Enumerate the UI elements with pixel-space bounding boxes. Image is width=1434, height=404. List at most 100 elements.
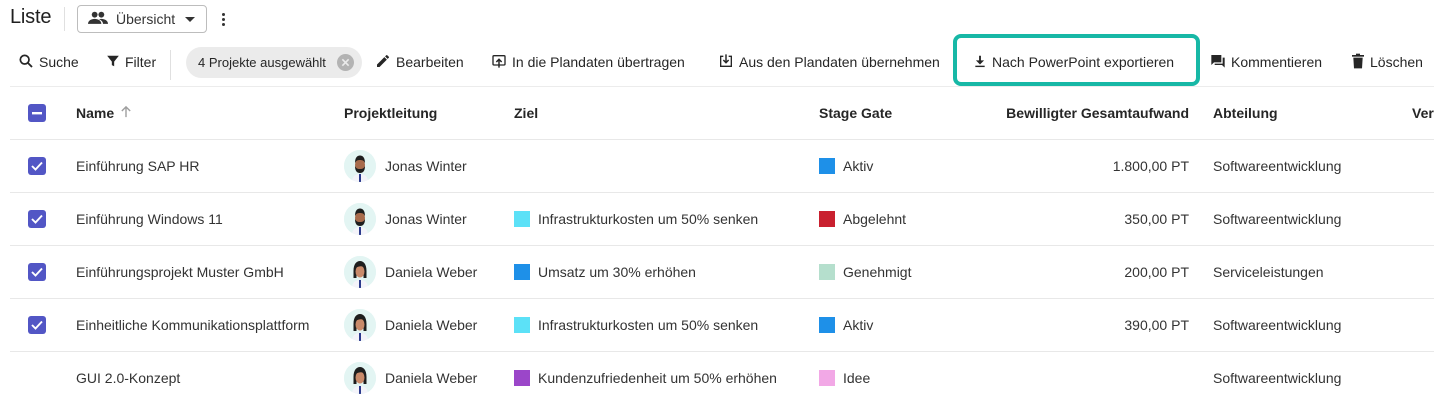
view-selector-label: Übersicht — [116, 11, 176, 27]
avatar — [344, 203, 376, 235]
table-row[interactable]: Einführungsprojekt Muster GmbH Daniela W… — [10, 246, 1434, 299]
avatar — [344, 362, 376, 394]
project-dept: Softwareentwicklung — [1213, 158, 1342, 174]
upload-box-icon — [491, 53, 512, 72]
table-row[interactable]: Einheitliche Kommunikationsplattform Dan… — [10, 299, 1434, 352]
selection-chip: 4 Projekte ausgewählt — [186, 47, 362, 78]
project-lead: Daniela Weber — [344, 246, 477, 298]
table-row[interactable]: Einführung SAP HR Jonas Winter Aktiv 1.8… — [10, 140, 1434, 193]
select-all-checkbox[interactable] — [28, 104, 46, 122]
select-all-checkbox-cell — [28, 87, 48, 139]
project-stage: Genehmigt — [819, 246, 911, 298]
project-dept: Softwareentwicklung — [1213, 211, 1342, 227]
export-powerpoint-button[interactable]: Nach PowerPoint exportieren — [973, 40, 1174, 84]
goal-color-swatch — [514, 370, 530, 386]
stage-color-swatch — [819, 158, 835, 174]
pencil-icon — [375, 53, 396, 72]
project-name[interactable]: Einheitliche Kommunikationsplattform — [76, 317, 310, 333]
clear-selection-icon[interactable] — [337, 54, 354, 71]
project-name[interactable]: Einführung Windows 11 — [76, 211, 223, 227]
project-lead: Daniela Weber — [344, 299, 477, 351]
stage-color-swatch — [819, 370, 835, 386]
projects-table: Name Projektleitung Ziel Stage Gate Bewi… — [0, 87, 1434, 404]
edit-label: Bearbeiten — [396, 54, 464, 70]
project-dept: Serviceleistungen — [1213, 264, 1324, 280]
project-stage-text: Aktiv — [843, 158, 874, 174]
column-header-dept[interactable]: Abteilung — [1213, 105, 1278, 121]
project-lead-name: Jonas Winter — [385, 158, 467, 174]
row-checkbox-cell — [28, 352, 48, 404]
row-checkbox[interactable] — [28, 316, 46, 334]
sort-ascending-icon[interactable] — [120, 105, 132, 121]
row-checkbox-cell — [28, 299, 48, 351]
project-goal-text: Infrastrukturkosten um 50% senken — [538, 211, 759, 227]
project-name[interactable]: Einführungsprojekt Muster GmbH — [76, 264, 284, 280]
stage-color-swatch — [819, 264, 835, 280]
project-stage: Aktiv — [819, 140, 873, 192]
checkmark-icon — [31, 214, 43, 224]
delete-button[interactable]: Löschen — [1351, 40, 1423, 84]
toolbar-divider — [170, 50, 171, 80]
row-checkbox[interactable] — [28, 157, 46, 175]
stage-color-swatch — [819, 211, 835, 227]
people-icon — [88, 11, 108, 28]
take-from-plan-label: Aus den Plandaten übernehmen — [739, 54, 940, 70]
project-effort: 350,00 PT — [1124, 211, 1189, 227]
row-checkbox-cell — [28, 193, 48, 245]
project-stage-text: Genehmigt — [843, 264, 912, 280]
search-label: Suche — [39, 54, 79, 70]
column-header-lead[interactable]: Projektleitung — [344, 105, 438, 121]
goal-color-swatch — [514, 317, 530, 333]
project-name[interactable]: Einführung SAP HR — [76, 158, 200, 174]
project-stage: Abgelehnt — [819, 193, 906, 245]
project-stage-text: Aktiv — [843, 317, 874, 333]
download-icon — [973, 54, 992, 71]
edit-button[interactable]: Bearbeiten — [375, 40, 464, 84]
project-goal-text: Umsatz um 30% erhöhen — [538, 264, 696, 280]
column-header-name[interactable]: Name — [76, 87, 132, 139]
column-header-goal[interactable]: Ziel — [514, 105, 539, 121]
stage-color-swatch — [819, 317, 835, 333]
transfer-to-plan-label: In die Plandaten übertragen — [512, 54, 685, 70]
filter-icon — [106, 54, 125, 71]
row-checkbox[interactable] — [28, 263, 46, 281]
forum-icon — [1210, 53, 1231, 72]
row-checkbox[interactable] — [28, 210, 46, 228]
row-checkbox-cell — [28, 140, 48, 192]
project-goal-text: Infrastrukturkosten um 50% senken — [538, 317, 759, 333]
checkmark-icon — [31, 320, 43, 330]
project-goal: Umsatz um 30% erhöhen — [514, 246, 696, 298]
checkmark-icon — [31, 267, 43, 277]
project-lead: Jonas Winter — [344, 140, 467, 192]
search-button[interactable]: Suche — [18, 40, 79, 84]
column-header-effort[interactable]: Bewilligter Gesamtaufwand — [1006, 105, 1189, 121]
goal-color-swatch — [514, 211, 530, 227]
take-from-plan-button[interactable]: Aus den Plandaten übernehmen — [718, 40, 940, 84]
filter-button[interactable]: Filter — [106, 40, 156, 84]
project-lead: Daniela Weber — [344, 352, 477, 404]
download-box-icon — [718, 53, 739, 72]
avatar — [344, 256, 376, 288]
avatar — [344, 150, 376, 182]
project-name[interactable]: GUI 2.0-Konzept — [76, 370, 181, 386]
filter-label: Filter — [125, 54, 157, 70]
project-stage: Aktiv — [819, 299, 873, 351]
column-header-ver[interactable]: Ver — [1412, 105, 1434, 121]
project-goal: Kundenzufriedenheit um 50% erhöhen — [514, 352, 777, 404]
table-row[interactable]: GUI 2.0-Konzept Daniela Weber Kundenzufr… — [10, 352, 1434, 404]
project-lead-name: Daniela Weber — [385, 317, 478, 333]
action-toolbar: Suche Filter 4 Projekte ausgewählt Bearb… — [0, 40, 1434, 86]
indeterminate-icon — [32, 111, 42, 114]
view-selector[interactable]: Übersicht — [77, 5, 207, 33]
project-lead-name: Jonas Winter — [385, 211, 467, 227]
export-powerpoint-label: Nach PowerPoint exportieren — [992, 54, 1175, 70]
search-icon — [18, 53, 39, 72]
table-body: Einführung SAP HR Jonas Winter Aktiv 1.8… — [0, 140, 1434, 404]
project-effort: 390,00 PT — [1124, 317, 1189, 333]
project-dept: Softwareentwicklung — [1213, 317, 1342, 333]
comment-button[interactable]: Kommentieren — [1210, 40, 1322, 84]
transfer-to-plan-button[interactable]: In die Plandaten übertragen — [491, 40, 685, 84]
table-row[interactable]: Einführung Windows 11 Jonas Winter Infra… — [10, 193, 1434, 246]
column-header-stage[interactable]: Stage Gate — [819, 105, 893, 121]
more-vert-icon[interactable] — [214, 8, 232, 30]
